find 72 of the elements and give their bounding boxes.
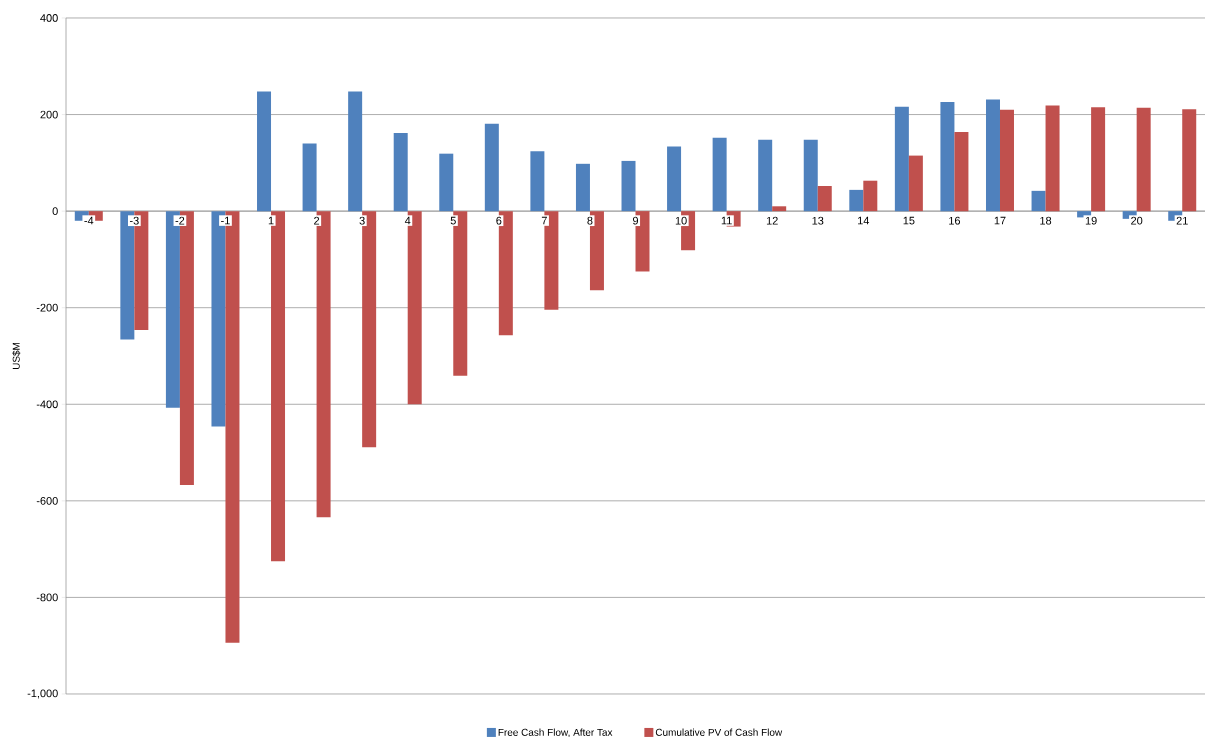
bar bbox=[1182, 109, 1197, 212]
x-tick-label: 9 bbox=[632, 216, 639, 225]
bar bbox=[271, 211, 286, 562]
bar bbox=[393, 132, 408, 212]
bar bbox=[940, 102, 955, 212]
x-tick-label: 13 bbox=[812, 216, 824, 225]
bar bbox=[1045, 105, 1060, 212]
bar bbox=[712, 137, 727, 212]
x-tick-label: 8 bbox=[587, 216, 593, 225]
bar bbox=[407, 211, 422, 405]
bar bbox=[817, 186, 832, 212]
x-tick-label: 1 bbox=[268, 216, 274, 225]
x-tick-label: 14 bbox=[858, 216, 870, 225]
bar bbox=[894, 106, 909, 212]
bar bbox=[772, 206, 787, 212]
x-tick-label: -3 bbox=[129, 216, 139, 225]
x-tick-label: 12 bbox=[766, 216, 778, 225]
bar bbox=[954, 131, 969, 212]
x-tick-label: 19 bbox=[1085, 216, 1097, 225]
x-tick-label: 5 bbox=[450, 216, 456, 225]
x-tick-label: 16 bbox=[949, 216, 961, 225]
y-tick-label: 400 bbox=[40, 14, 58, 22]
bar bbox=[999, 109, 1014, 212]
x-tick-label: 2 bbox=[314, 216, 320, 225]
bar bbox=[621, 160, 636, 212]
x-tick-label: -2 bbox=[175, 216, 185, 225]
x-tick-label: 20 bbox=[1131, 216, 1143, 225]
bar bbox=[1091, 107, 1106, 212]
x-tick-label: 15 bbox=[903, 216, 915, 225]
legend-label: Free Cash Flow, After Tax bbox=[498, 728, 613, 738]
x-tick-label: 17 bbox=[994, 216, 1006, 225]
y-tick-label: -400 bbox=[36, 400, 58, 409]
bar bbox=[530, 151, 545, 212]
y-tick-label: -600 bbox=[36, 496, 58, 505]
y-tick-label: -1,000 bbox=[27, 689, 58, 699]
y-tick-label: -200 bbox=[36, 303, 58, 312]
x-tick-label: -1 bbox=[221, 216, 230, 225]
x-tick-label: 11 bbox=[721, 216, 732, 225]
y-axis-title: US$M bbox=[12, 342, 21, 370]
x-tick-label: 18 bbox=[1040, 216, 1052, 225]
bar bbox=[484, 123, 499, 212]
bar bbox=[849, 189, 864, 212]
x-tick-label: 4 bbox=[404, 216, 411, 225]
bar bbox=[348, 91, 363, 212]
bar bbox=[908, 155, 923, 212]
bar bbox=[1031, 190, 1046, 212]
bar bbox=[635, 211, 650, 272]
y-tick-label: 0 bbox=[52, 207, 58, 216]
bar bbox=[863, 180, 878, 212]
bar bbox=[544, 211, 559, 310]
x-tick-label: 21 bbox=[1176, 216, 1188, 225]
bar bbox=[439, 153, 454, 212]
y-tick-label: 200 bbox=[40, 110, 58, 119]
x-tick-label: 7 bbox=[541, 216, 547, 225]
x-tick-label: 6 bbox=[496, 216, 502, 225]
bar bbox=[575, 163, 590, 212]
x-tick-label: 10 bbox=[675, 216, 687, 225]
y-tick-label: -800 bbox=[36, 593, 58, 602]
legend-label: Cumulative PV of Cash Flow bbox=[655, 728, 783, 736]
bar bbox=[803, 139, 818, 212]
bar bbox=[302, 143, 317, 212]
x-tick-label: -4 bbox=[84, 216, 94, 225]
bar bbox=[1136, 107, 1151, 212]
bar bbox=[985, 99, 1000, 212]
bar bbox=[316, 211, 331, 518]
bar bbox=[453, 211, 468, 376]
bar bbox=[498, 211, 513, 336]
bar bbox=[589, 211, 604, 291]
bar bbox=[758, 139, 773, 212]
bar bbox=[257, 91, 272, 212]
x-tick-label: 3 bbox=[359, 216, 365, 225]
bar bbox=[667, 146, 682, 212]
